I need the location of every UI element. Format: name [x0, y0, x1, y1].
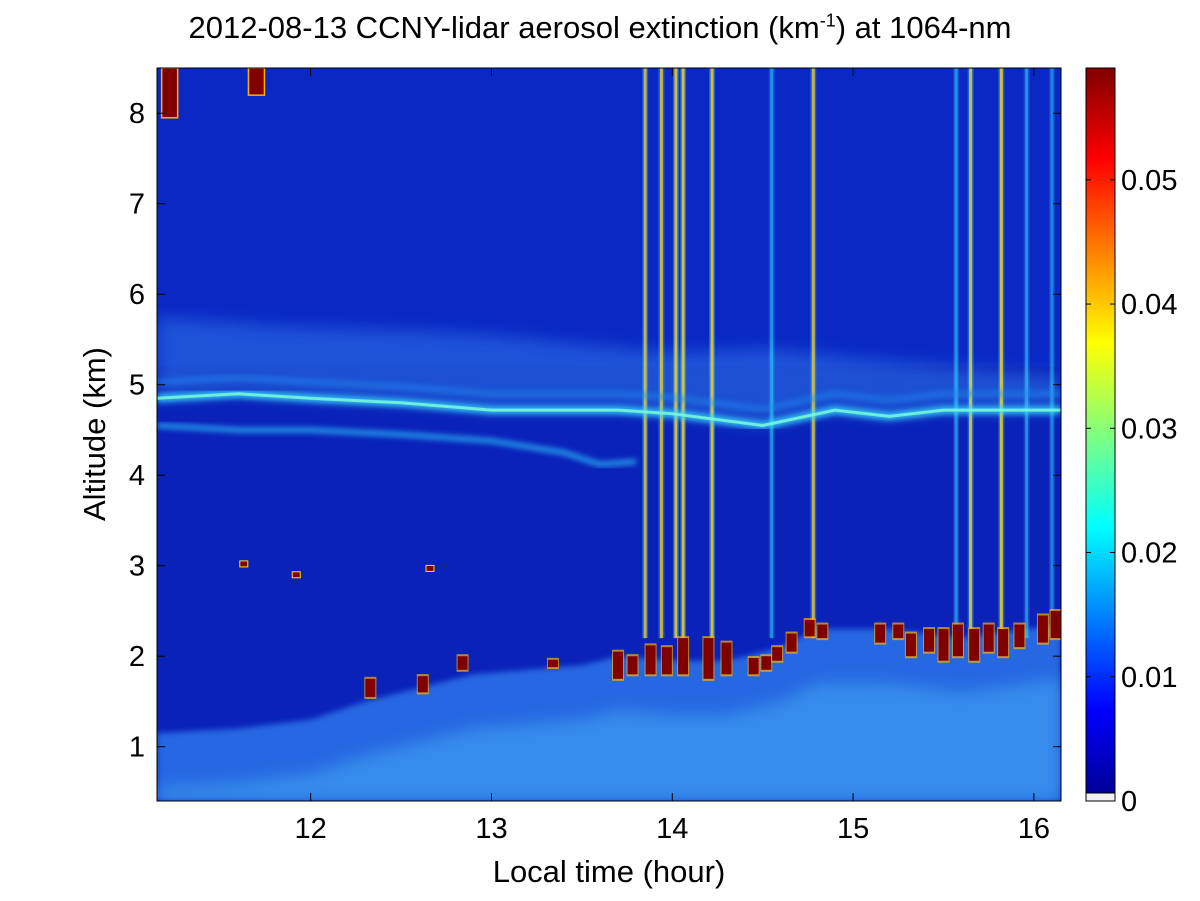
- cloud-cell: [875, 624, 886, 643]
- colorbar-tick-label: 0: [1121, 786, 1137, 818]
- vertical-streak-core: [643, 68, 647, 639]
- vertical-streak-core: [999, 68, 1003, 639]
- colorbar-nodata-swatch: [1085, 792, 1116, 802]
- x-tick-label: 14: [656, 813, 688, 845]
- upper-troposphere-region: [157, 68, 1061, 367]
- vertical-streak-core: [681, 68, 685, 639]
- cloud-cell: [952, 624, 963, 657]
- vertical-streak-core: [954, 68, 958, 639]
- cloud-cell: [924, 629, 935, 652]
- cloud-cell: [417, 676, 428, 693]
- cloud-cell: [678, 638, 689, 675]
- vertical-streak-core: [969, 68, 973, 639]
- isolated-cloud: [425, 564, 435, 572]
- y-tick-label: 4: [129, 460, 145, 492]
- colorbar: [1085, 67, 1116, 802]
- vertical-streak-core: [659, 68, 663, 639]
- vertical-streak-core: [674, 68, 678, 639]
- cloud-cell: [613, 651, 624, 679]
- y-tick-label: 3: [129, 551, 145, 583]
- cloud-cell: [748, 658, 759, 675]
- colorbar-tick-label: 0.03: [1121, 413, 1177, 445]
- cloud-cell: [969, 629, 980, 661]
- y-tick-label: 2: [129, 641, 145, 673]
- vertical-streak-core: [811, 68, 815, 639]
- x-axis-label: Local time (hour): [492, 854, 726, 889]
- heatmap-image: [157, 68, 1061, 801]
- cloud-cell: [905, 633, 916, 657]
- cirrus-cell: [160, 68, 179, 119]
- colorbar-tick-label: 0.04: [1121, 289, 1177, 321]
- plot-frame: [156, 67, 1062, 802]
- isolated-cloud: [291, 571, 301, 579]
- cloud-cell: [703, 638, 714, 679]
- y-tick-label: 1: [129, 732, 145, 764]
- cloud-cell: [547, 659, 558, 668]
- cloud-cell: [365, 678, 376, 697]
- y-tick-label: 8: [129, 98, 145, 130]
- cloud-cell: [1050, 610, 1061, 639]
- cloud-cell: [786, 633, 797, 652]
- vertical-streak-core: [1025, 68, 1029, 639]
- cloud-cell: [983, 624, 994, 652]
- cloud-cell: [627, 656, 638, 675]
- isolated-cloud: [239, 560, 249, 568]
- cirrus-cell: [247, 68, 266, 96]
- cloud-cell: [721, 642, 732, 675]
- cloud-cell: [817, 624, 828, 639]
- cloud-cell: [772, 647, 783, 661]
- y-axis: 1 2 3 4 5 6 7 8: [129, 98, 1061, 764]
- cloud-cell: [804, 620, 815, 637]
- y-tick-label: 5: [129, 370, 145, 402]
- y-axis-label: Altitude (km): [77, 347, 112, 521]
- vertical-streak: [1048, 68, 1055, 639]
- cloud-cell: [457, 656, 468, 670]
- x-tick-label: 15: [837, 813, 869, 845]
- vertical-streak: [1023, 68, 1030, 639]
- cloud-cell: [761, 656, 772, 670]
- vertical-streak: [768, 68, 775, 639]
- y-tick-label: 6: [129, 279, 145, 311]
- cloud-cell: [645, 645, 656, 675]
- vertical-streak-core: [770, 68, 774, 639]
- aerosol-layer-upper-core: [157, 392, 1061, 428]
- colorbar-tick-label: 0.01: [1121, 662, 1177, 694]
- x-axis: 12 13 14 15 16: [295, 68, 1050, 845]
- cloud-cell: [998, 629, 1009, 657]
- vertical-streak-core: [710, 68, 714, 639]
- aerosol-layer-upper-halo: [157, 374, 1061, 412]
- cloud-cell: [938, 629, 949, 661]
- vertical-streak: [953, 68, 960, 639]
- cloud-cell: [1037, 615, 1048, 643]
- cloud-cell: [893, 624, 904, 639]
- x-tick-label: 13: [475, 813, 507, 845]
- cloud-cell: [1014, 624, 1025, 648]
- boundary-layer-core: [157, 678, 1061, 801]
- colorbar-tick-label: 0.05: [1121, 165, 1177, 197]
- vertical-streak-core: [1050, 68, 1054, 639]
- chart-title: 2012-08-13 CCNY-lidar aerosol extinction…: [188, 10, 1012, 45]
- colorbar-axis: 0 0.01 0.02 0.03 0.04 0.05: [1086, 165, 1177, 818]
- cloud-cell: [661, 647, 672, 675]
- aerosol-layer-lower: [157, 423, 637, 467]
- x-tick-label: 16: [1018, 813, 1050, 845]
- x-tick-label: 12: [295, 813, 327, 845]
- y-tick-label: 7: [129, 189, 145, 221]
- colorbar-tick-label: 0.02: [1121, 538, 1177, 570]
